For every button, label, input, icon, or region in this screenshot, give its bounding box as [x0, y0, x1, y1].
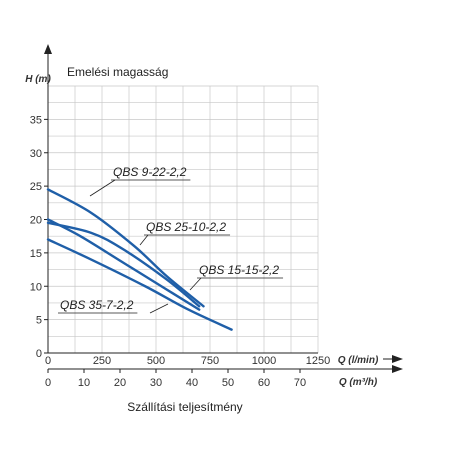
x-axis-title: Szállítási teljesítmény: [127, 400, 242, 414]
x2-tick-label: 10: [78, 377, 90, 389]
y-tick-label: 0: [36, 348, 42, 360]
series-lines: [46, 188, 233, 331]
x2-tick-label: 40: [186, 377, 198, 389]
x-tick-label: 0: [45, 355, 51, 367]
series-line-2: [46, 218, 201, 311]
x-tick-label: 1000: [252, 355, 276, 367]
chart-text: 0 5 10 15 20 25 30 35 0 250 500 750 1000 1250 0 10 20 30 4…: [25, 65, 379, 414]
y-tick-label: 30: [30, 148, 42, 160]
y-tick-label: 5: [36, 315, 42, 327]
series-label-3: QBS 15-15-2,2: [199, 263, 279, 277]
series-line-4: [46, 238, 233, 331]
y-axis-arrow: [44, 44, 52, 54]
y-axis-label: H (m): [25, 74, 51, 85]
x-tick-label: 750: [201, 355, 219, 367]
leader-line: [189, 277, 202, 291]
leader-line: [149, 303, 169, 314]
y-tick-label: 25: [30, 181, 42, 193]
x-axis-arrow: [392, 355, 403, 363]
x-tick-label: 250: [93, 355, 111, 367]
x2-axis-unit-label: Q (m³/h): [339, 377, 378, 388]
series-line-1: [46, 188, 205, 308]
x2-tick-label: 20: [114, 377, 126, 389]
x2-tick-label: 0: [45, 377, 51, 389]
series-label-4: QBS 35-7-2,2: [60, 298, 134, 312]
series-label-2: QBS 25-10-2,2: [146, 220, 226, 234]
leader-line: [139, 234, 149, 246]
axes: [44, 44, 403, 373]
x2-tick-label: 30: [150, 377, 162, 389]
x-tick-label: 1250: [306, 355, 330, 367]
series-label-1: QBS 9-22-2,2: [113, 165, 187, 179]
y-tick-label: 15: [30, 248, 42, 260]
x-tick-label: 500: [147, 355, 165, 367]
x2-tick-label: 70: [294, 377, 306, 389]
y-tick-label: 35: [30, 114, 42, 126]
series-line-3: [46, 221, 201, 308]
x-axis-unit-label: Q (l/min): [338, 355, 379, 366]
y-tick-label: 10: [30, 281, 42, 293]
chart-title: Emelési magasság: [67, 65, 168, 79]
y-tick-label: 20: [30, 215, 42, 227]
x2-tick-label: 50: [222, 377, 234, 389]
leader-line: [89, 179, 116, 197]
x2-tick-label: 60: [258, 377, 270, 389]
x2-axis-arrow: [392, 365, 403, 373]
